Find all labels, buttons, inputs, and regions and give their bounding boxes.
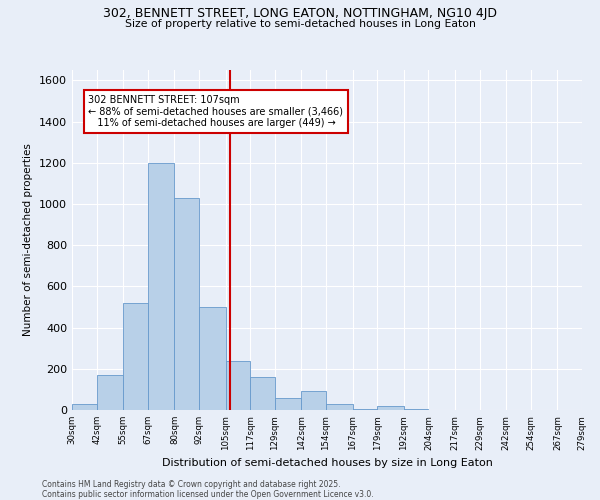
Bar: [404, 409, 428, 410]
Text: 302, BENNETT STREET, LONG EATON, NOTTINGHAM, NG10 4JD: 302, BENNETT STREET, LONG EATON, NOTTING…: [103, 8, 497, 20]
Bar: [275, 398, 301, 410]
Bar: [175, 198, 199, 410]
Text: Size of property relative to semi-detached houses in Long Eaton: Size of property relative to semi-detach…: [125, 19, 475, 29]
Bar: [377, 406, 404, 410]
Y-axis label: Number of semi-detached properties: Number of semi-detached properties: [23, 144, 34, 336]
Bar: [123, 303, 148, 410]
Bar: [250, 377, 275, 410]
Text: Contains HM Land Registry data © Crown copyright and database right 2025.
Contai: Contains HM Land Registry data © Crown c…: [42, 480, 374, 499]
Bar: [326, 404, 353, 410]
Bar: [199, 307, 226, 410]
Bar: [148, 162, 175, 410]
Bar: [353, 409, 377, 410]
Text: 302 BENNETT STREET: 107sqm
← 88% of semi-detached houses are smaller (3,466)
   : 302 BENNETT STREET: 107sqm ← 88% of semi…: [88, 94, 343, 128]
Bar: [97, 375, 123, 410]
Bar: [72, 404, 97, 410]
Bar: [226, 360, 250, 410]
X-axis label: Distribution of semi-detached houses by size in Long Eaton: Distribution of semi-detached houses by …: [161, 458, 493, 468]
Bar: [301, 392, 326, 410]
